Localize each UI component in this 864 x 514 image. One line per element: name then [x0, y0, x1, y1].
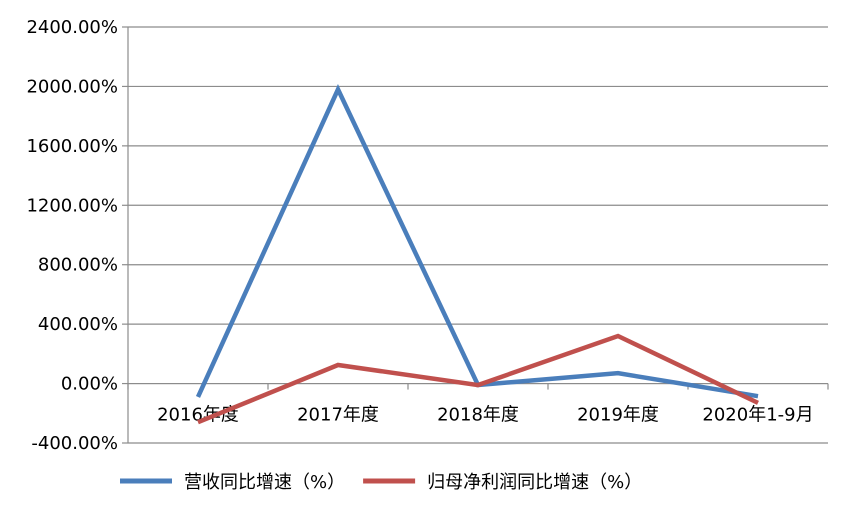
x-tick-label: 2018年度: [437, 405, 519, 426]
series-lines: [195, 84, 759, 425]
series-line-1: [195, 84, 759, 399]
y-tick-label: -400.00%: [31, 433, 118, 454]
y-tick-label: 800.00%: [38, 255, 118, 276]
legend-label-2: 归母净利润同比增速（%）: [427, 472, 642, 493]
y-tick-label: 2400.00%: [26, 17, 118, 38]
x-tick-label: 2016年度: [157, 405, 239, 426]
y-tick-label: 2000.00%: [26, 76, 118, 97]
x-tick-label: 2019年度: [577, 405, 659, 426]
x-axis-tick-labels: 2016年度 2017年度 2018年度 2019年度 2020年1-9月: [157, 405, 814, 426]
legend-label-1: 营收同比增速（%）: [184, 472, 345, 493]
x-tick-label: 2017年度: [297, 405, 379, 426]
y-tick-label: 1600.00%: [26, 136, 118, 157]
x-tick-label: 2020年1-9月: [702, 405, 813, 426]
legend: 营收同比增速（%） 归母净利润同比增速（%）: [120, 472, 642, 493]
y-axis-tick-labels: 2400.00% 2000.00% 1600.00% 1200.00% 800.00% 4…: [26, 17, 118, 454]
y-tick-label: 1200.00%: [26, 195, 118, 216]
y-tick-label: 400.00%: [38, 314, 118, 335]
y-tick-label: 0.00%: [61, 374, 118, 395]
